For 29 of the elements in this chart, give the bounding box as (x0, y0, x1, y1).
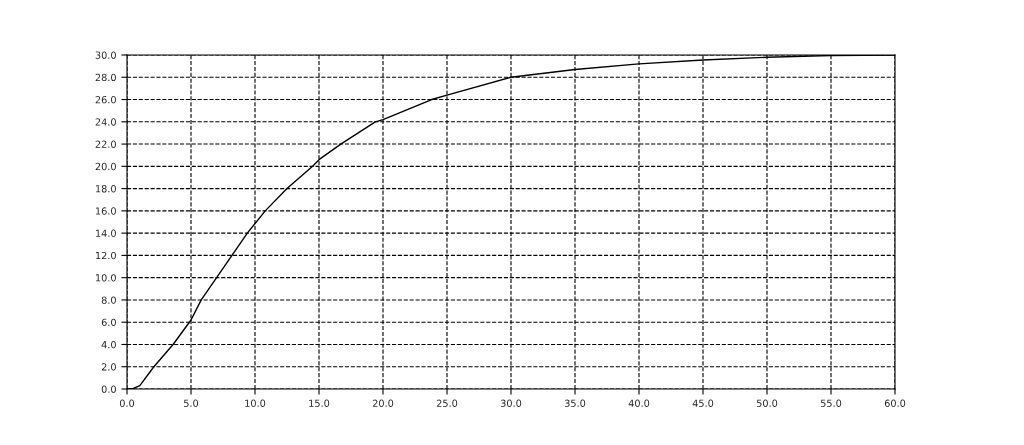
y-tick-label: 30.0 (95, 51, 116, 59)
x-tick-label: 15.0 (309, 399, 330, 407)
x-tick-label: 60.0 (884, 399, 906, 407)
y-tick-label: 20.0 (95, 162, 116, 171)
y-tick-label: 0.0 (101, 385, 116, 393)
y-tick-label: 8.0 (101, 296, 116, 304)
x-tick-label: 20.0 (372, 399, 394, 407)
x-tick-label: 35.0 (564, 399, 586, 407)
x-tick-label: 55.0 (820, 399, 842, 407)
x-tick-label: 25.0 (436, 399, 458, 407)
y-tick-label: 14.0 (96, 229, 116, 237)
y-tick-label: 4.0 (101, 340, 116, 349)
y-tick-label: 28.0 (95, 73, 116, 82)
y-tick-label: 12.0 (96, 251, 116, 260)
y-tick-label: 24.0 (95, 118, 116, 126)
x-tick-label: 10.0 (245, 399, 266, 407)
y-tick-label: 6.0 (101, 318, 116, 327)
x-tick-label: 40.0 (628, 399, 650, 407)
x-tick-label: 5.0 (184, 399, 199, 407)
y-tick-label: 16.0 (96, 207, 116, 215)
x-tick-label: 30.0 (500, 399, 522, 407)
y-tick-label: 10.0 (96, 274, 116, 282)
y-tick-label: 22.0 (95, 140, 116, 148)
y-tick-label: 2.0 (101, 363, 116, 371)
x-tick-label: 50.0 (756, 399, 778, 407)
x-tick-label: 0.0 (119, 399, 135, 407)
y-tick-label: 26.0 (95, 96, 116, 104)
y-tick-label: 18.0 (96, 185, 116, 193)
x-tick-label: 45.0 (692, 399, 714, 407)
